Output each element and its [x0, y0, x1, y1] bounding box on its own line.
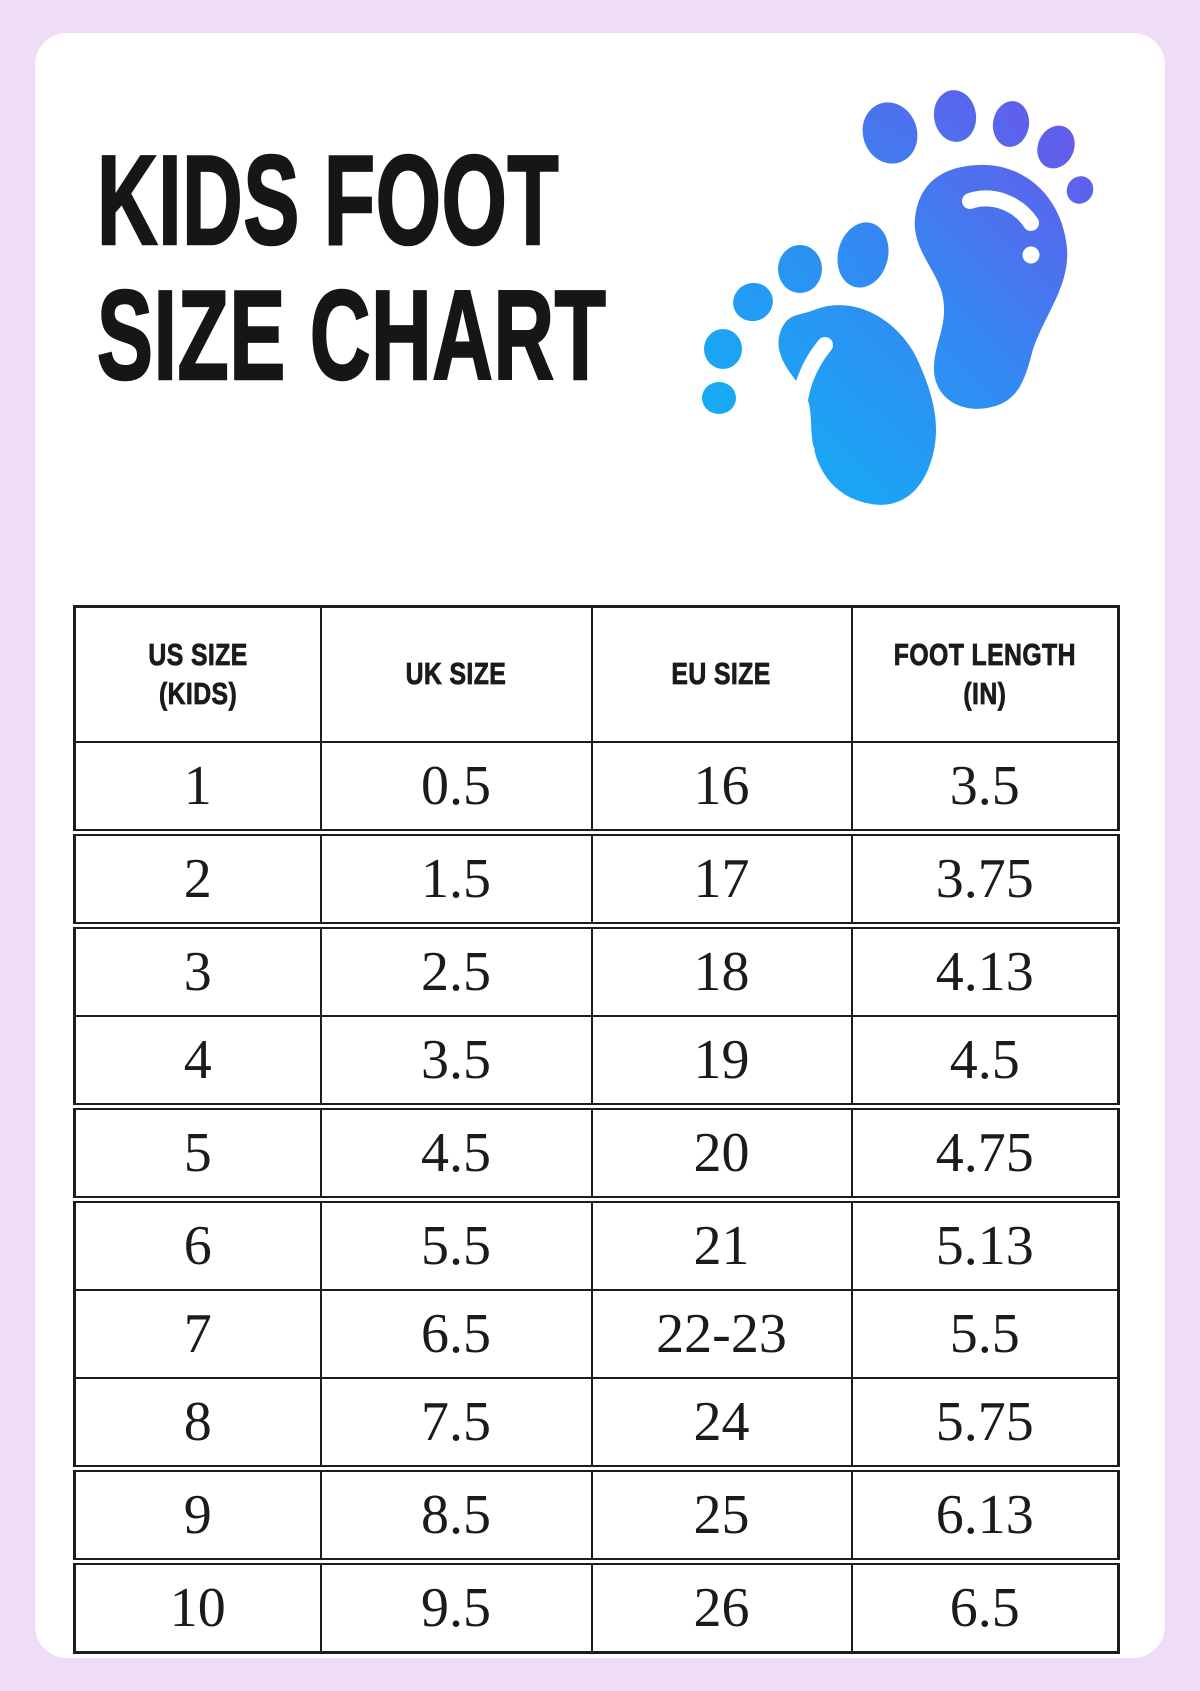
table-row: 8 7.5 24 5.75 — [73, 1377, 1120, 1470]
column-header-label: US SIZE (KIDS) — [148, 636, 248, 711]
table-cell: 16 — [590, 741, 853, 834]
column-header-3: EU SIZE — [590, 605, 853, 743]
table-row: 6 5.5 21 5.13 — [73, 1196, 1120, 1291]
table-row: 1 0.5 16 3.5 — [73, 741, 1120, 834]
table-cell: 8 — [73, 1377, 322, 1470]
table-cell: 0.5 — [319, 741, 593, 834]
table-cell: 24 — [590, 1377, 853, 1470]
table-cell: 4.5 — [850, 1015, 1120, 1108]
poster-card: KIDS FOOT SIZE CHART — [35, 33, 1165, 1658]
page-title: KIDS FOOT SIZE CHART — [96, 129, 869, 406]
table-cell: 7 — [73, 1289, 322, 1379]
size-chart-body: 1 0.5 16 3.5 2 1.5 17 3.75 3 2.5 18 4.13 4 3.5 19 4.5 5 4… — [73, 741, 1120, 1654]
table-cell: 1 — [73, 741, 322, 834]
table-row: 2 1.5 17 3.75 — [73, 829, 1120, 927]
table-cell: 8.5 — [319, 1465, 593, 1563]
footprint-right — [862, 90, 1094, 409]
table-cell: 19 — [590, 1015, 853, 1108]
table-cell: 20 — [590, 1103, 853, 1201]
table-cell: 5.13 — [850, 1196, 1120, 1291]
table-cell: 9.5 — [319, 1558, 593, 1654]
column-header-1: US SIZE (KIDS) — [73, 605, 322, 743]
table-cell: 6.13 — [850, 1465, 1120, 1563]
table-cell: 21 — [590, 1196, 853, 1291]
table-cell: 6.5 — [319, 1289, 593, 1379]
table-cell: 22-23 — [590, 1289, 853, 1379]
table-cell: 3 — [73, 922, 322, 1017]
page-title-line-1: KIDS FOOT — [96, 129, 560, 271]
table-cell: 5.5 — [850, 1289, 1120, 1379]
table-cell: 4.13 — [850, 922, 1120, 1017]
table-cell: 3.5 — [850, 741, 1120, 834]
table-cell: 6 — [73, 1196, 322, 1291]
table-cell: 5 — [73, 1103, 322, 1201]
page-title-line-2: SIZE CHART — [96, 264, 607, 406]
column-header-label: EU SIZE — [671, 656, 772, 692]
table-cell: 4 — [73, 1015, 322, 1108]
table-row: 7 6.5 22-23 5.5 — [73, 1289, 1120, 1379]
table-cell: 7.5 — [319, 1377, 593, 1470]
column-header-2: UK SIZE — [319, 605, 593, 743]
column-header-label: UK SIZE — [405, 656, 507, 692]
table-cell: 18 — [590, 922, 853, 1017]
table-cell: 26 — [590, 1558, 853, 1654]
column-header-4: FOOT LENGTH (IN) — [850, 605, 1120, 743]
baby-footprints-icon — [702, 90, 1094, 505]
size-chart-header-row: US SIZE (KIDS) UK SIZE EU SIZE FOOT LENGTH … — [73, 605, 1120, 743]
table-row: 10 9.5 26 6.5 — [73, 1558, 1120, 1654]
table-cell: 3.5 — [319, 1015, 593, 1108]
table-cell: 25 — [590, 1465, 853, 1563]
table-cell: 6.5 — [850, 1558, 1120, 1654]
footprint-left — [702, 222, 936, 505]
table-cell: 4.5 — [319, 1103, 593, 1201]
table-cell: 1.5 — [319, 829, 593, 927]
table-cell: 10 — [73, 1558, 322, 1654]
table-row: 9 8.5 25 6.13 — [73, 1465, 1120, 1563]
table-cell: 2 — [73, 829, 322, 927]
table-cell: 17 — [590, 829, 853, 927]
table-row: 5 4.5 20 4.75 — [73, 1103, 1120, 1201]
table-cell: 9 — [73, 1465, 322, 1563]
column-header-label: FOOT LENGTH (IN) — [893, 636, 1076, 711]
table-row: 3 2.5 18 4.13 — [73, 922, 1120, 1017]
size-chart-table: US SIZE (KIDS) UK SIZE EU SIZE FOOT LENGTH … — [73, 605, 1120, 1654]
table-cell: 5.5 — [319, 1196, 593, 1291]
table-row: 4 3.5 19 4.5 — [73, 1015, 1120, 1108]
table-cell: 2.5 — [319, 922, 593, 1017]
table-cell: 3.75 — [850, 829, 1120, 927]
table-cell: 4.75 — [850, 1103, 1120, 1201]
header-row: US SIZE (KIDS) UK SIZE EU SIZE FOOT LENGTH … — [73, 605, 1120, 743]
table-cell: 5.75 — [850, 1377, 1120, 1470]
